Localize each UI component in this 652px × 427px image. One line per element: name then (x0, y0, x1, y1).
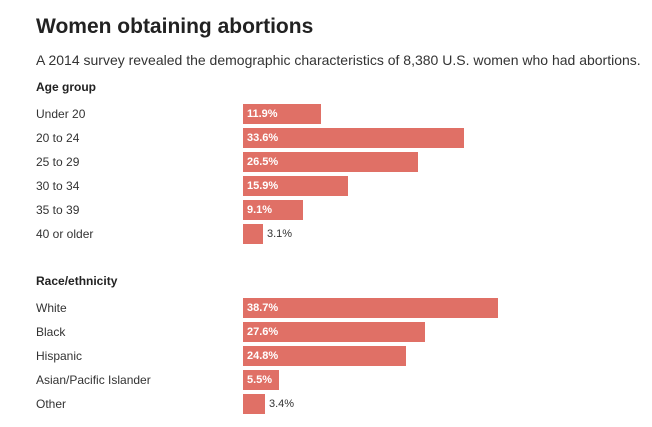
category-label: Asian/Pacific Islander (36, 373, 151, 387)
group-title: Age group (36, 80, 96, 94)
value-label: 33.6% (247, 132, 279, 144)
category-label: Other (36, 397, 67, 411)
chart-subtitle: A 2014 survey revealed the demographic c… (36, 52, 641, 68)
category-label: 35 to 39 (36, 203, 80, 217)
bar: 24.8% (243, 346, 406, 366)
category-label: Black (36, 325, 66, 339)
value-label: 24.8% (247, 350, 279, 362)
bar: 33.6% (243, 128, 464, 148)
bar (243, 224, 263, 244)
value-label: 26.5% (247, 156, 279, 168)
bar: 15.9% (243, 176, 348, 196)
value-label: 9.1% (247, 204, 273, 216)
value-label: 3.1% (267, 228, 293, 240)
category-label: Under 20 (36, 107, 86, 121)
value-label: 27.6% (247, 326, 279, 338)
value-label: 3.4% (269, 398, 295, 410)
category-label: White (36, 301, 67, 315)
value-label: 38.7% (247, 302, 279, 314)
chart-title: Women obtaining abortions (36, 15, 314, 38)
value-label: 11.9% (247, 108, 278, 120)
category-label: 30 to 34 (36, 179, 80, 193)
bar: 38.7% (243, 298, 498, 318)
category-label: 25 to 29 (36, 155, 80, 169)
category-label: Hispanic (36, 349, 83, 363)
bar (243, 394, 265, 414)
bar: 11.9% (243, 104, 321, 124)
bar: 9.1% (243, 200, 303, 220)
group-title: Race/ethnicity (36, 274, 118, 288)
value-label: 15.9% (247, 180, 279, 192)
category-label: 40 or older (36, 227, 94, 241)
bar: 5.5% (243, 370, 279, 390)
bar: 26.5% (243, 152, 418, 172)
bar: 27.6% (243, 322, 425, 342)
value-label: 5.5% (247, 374, 273, 386)
category-label: 20 to 24 (36, 131, 80, 145)
